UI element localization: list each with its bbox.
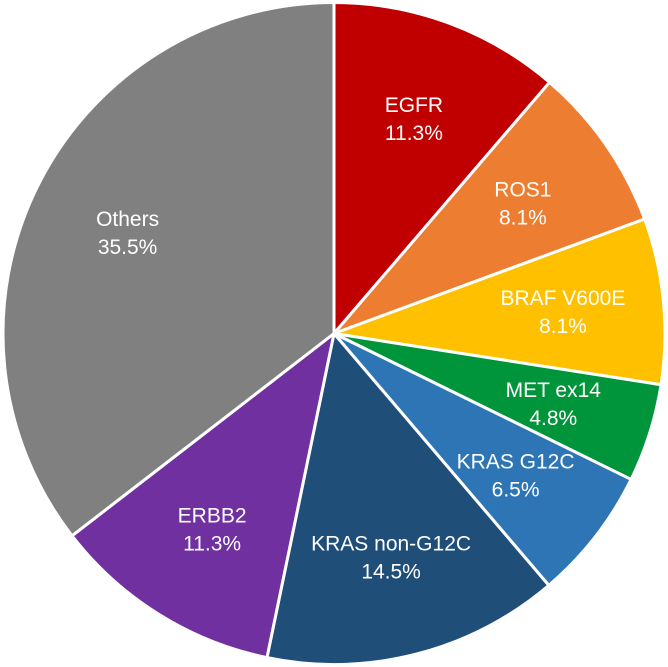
slice-label-braf-v600e: BRAF V600E	[500, 287, 625, 310]
slice-value-label-others: 35.5%	[98, 236, 158, 259]
slice-label-kras-g12c: KRAS G12C	[457, 451, 575, 474]
slice-label-met-ex14: MET ex14	[506, 379, 602, 402]
slice-label-egfr: EGFR	[385, 94, 443, 117]
pie-slice-erbb2	[70, 332, 336, 660]
pie-slice-braf-v600e	[332, 217, 667, 387]
pie-slice-ros1	[332, 80, 647, 335]
pie-slice-kras-g12c	[332, 332, 633, 587]
slice-value-label-ros1: 8.1%	[499, 206, 547, 229]
slice-value-label-braf-v600e: 8.1%	[539, 315, 587, 338]
slice-value-label-kras-g12c: 6.5%	[492, 479, 540, 502]
slice-value-label-met-ex14: 4.8%	[529, 407, 577, 430]
slice-label-others: Others	[96, 208, 159, 231]
slice-label-kras-non-g12c: KRAS non-G12C	[311, 532, 471, 555]
pie-slice-kras-non-g12c	[265, 332, 551, 666]
slice-value-label-egfr: 11.3%	[385, 122, 443, 145]
slice-value-label-kras-non-g12c: 14.5%	[361, 560, 421, 583]
pie-slice-egfr	[332, 1, 552, 335]
slice-value-label-erbb2: 11.3%	[183, 533, 241, 556]
pie-slice-others	[1, 1, 336, 538]
slice-label-ros1: ROS1	[494, 178, 551, 201]
labels-layer: EGFR 11.3% ROS1 8.1% BRAF V600E 8.1% MET ex14 4…	[96, 94, 625, 583]
slice-label-erbb2: ERBB2	[178, 505, 247, 528]
